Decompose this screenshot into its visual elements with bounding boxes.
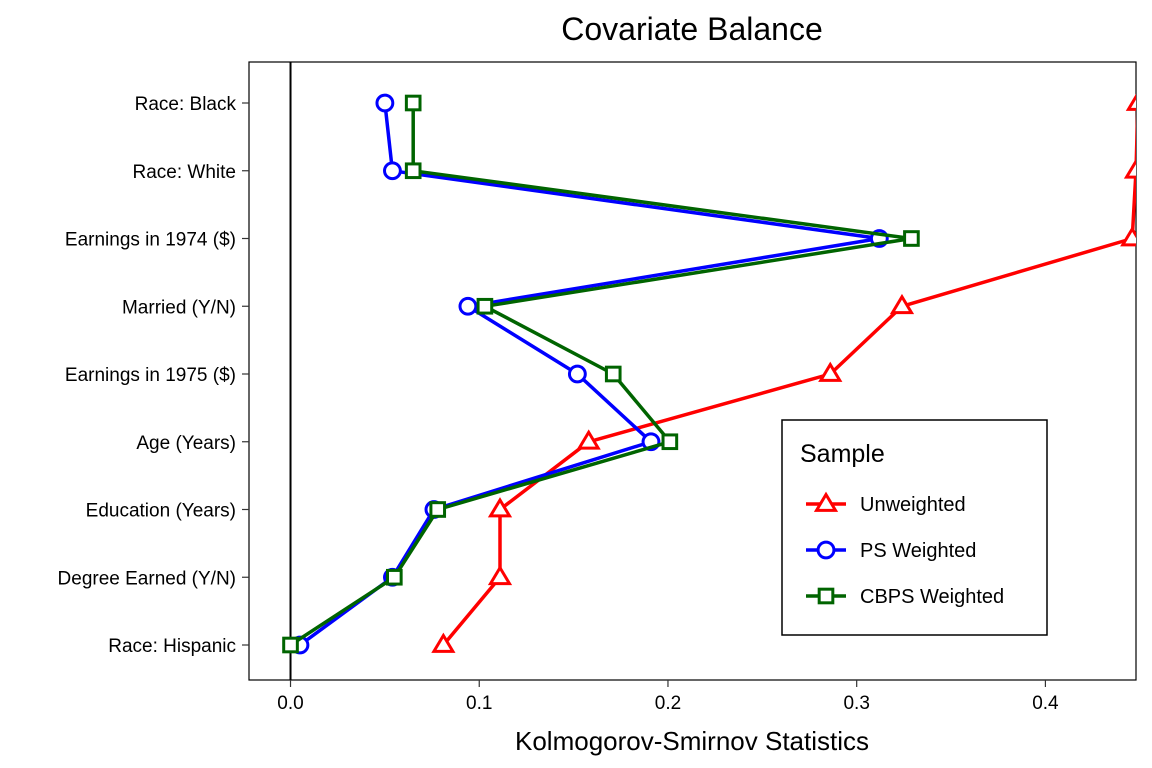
y-tick-label: Married (Y/N): [122, 297, 236, 318]
x-tick-label: 0.1: [466, 693, 492, 714]
x-axis-title: Kolmogorov-Smirnov Statistics: [515, 726, 869, 756]
x-tick-label: 0.2: [655, 693, 681, 714]
legend-marker: [816, 540, 836, 560]
x-tick-label: 0.0: [277, 693, 303, 714]
series-cbps-weighted: [282, 94, 920, 654]
data-point: [487, 564, 513, 586]
y-tick-label: Earnings in 1975 ($): [65, 365, 236, 386]
legend-title: Sample: [800, 440, 885, 468]
data-point: [404, 94, 422, 112]
series-ps-weighted: [290, 93, 889, 655]
legend-label: PS Weighted: [860, 540, 976, 562]
legend-marker: [813, 491, 839, 512]
legend-item: Unweighted: [806, 491, 966, 516]
data-point: [404, 162, 422, 180]
chart-title: Covariate Balance: [561, 11, 822, 47]
data-point: [431, 632, 456, 653]
x-tick-label: 0.3: [843, 693, 869, 714]
legend-label: Unweighted: [860, 494, 966, 516]
data-point: [1125, 93, 1136, 111]
data-point: [375, 93, 395, 113]
data-point: [818, 361, 843, 382]
plot-area: 0.0 0.1 0.2 0.3 0.4 Race: Black Race: White Ear…: [58, 61, 1137, 714]
legend-label: CBPS Weighted: [860, 586, 1004, 608]
data-point: [576, 429, 601, 450]
y-tick-label: Race: Hispanic: [108, 636, 236, 657]
data-point: [1120, 226, 1136, 247]
y-tick-label: Degree Earned (Y/N): [58, 568, 236, 589]
data-point: [661, 433, 679, 451]
data-point: [487, 497, 513, 518]
y-tick-label: Race: Black: [135, 94, 237, 115]
data-point: [1123, 158, 1136, 179]
y-tick-label: Education (Years): [86, 501, 236, 522]
data-point: [429, 501, 447, 518]
data-point: [903, 230, 920, 247]
data-point: [385, 568, 403, 586]
y-tick-label: Race: White: [133, 162, 236, 183]
data-point: [889, 293, 915, 315]
data-point: [383, 161, 402, 181]
data-point: [567, 364, 587, 384]
data-point: [476, 297, 494, 315]
x-tick-label: 0.4: [1032, 693, 1059, 714]
data-point: [282, 636, 299, 654]
data-point: [604, 365, 622, 383]
series-unweighted: [431, 93, 1136, 653]
legend-item: PS Weighted: [806, 540, 976, 562]
y-tick-label: Earnings in 1974 ($): [65, 230, 236, 251]
legend-marker: [817, 587, 835, 605]
y-tick-label: Age (Years): [136, 433, 236, 454]
legend: Sample Unweighted PS Weighted CBPS Weighted: [781, 419, 1048, 636]
plot-panel-border: [248, 61, 1137, 681]
legend-item: CBPS Weighted: [806, 586, 1004, 608]
data-point: [458, 296, 478, 316]
